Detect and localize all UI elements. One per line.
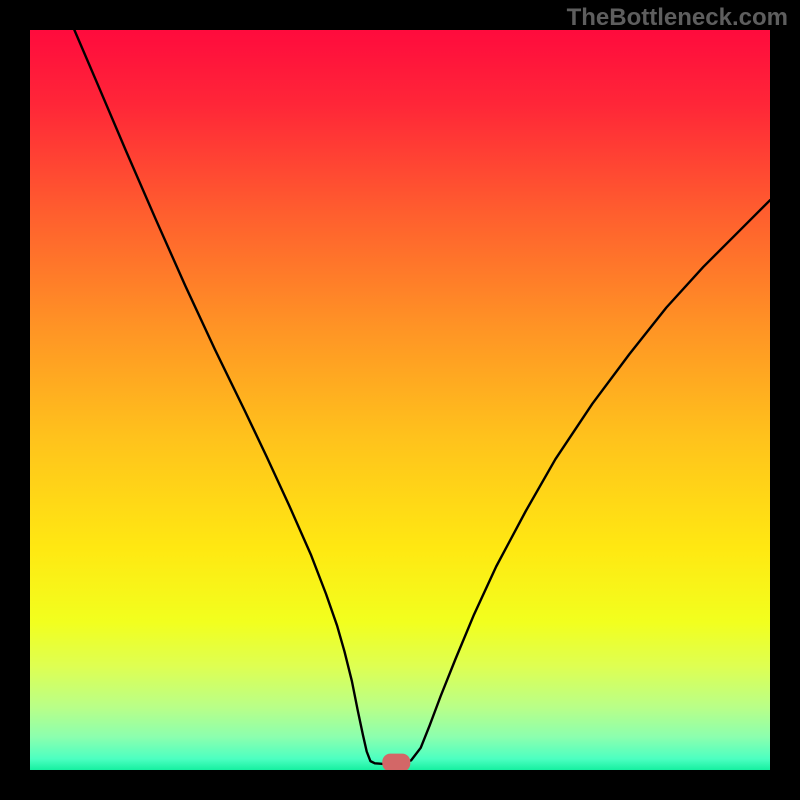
min-marker <box>382 754 410 770</box>
watermark-text: TheBottleneck.com <box>567 4 788 32</box>
plot-background <box>30 30 770 770</box>
plot-area <box>30 30 770 770</box>
chart-frame: TheBottleneck.com <box>0 0 800 800</box>
